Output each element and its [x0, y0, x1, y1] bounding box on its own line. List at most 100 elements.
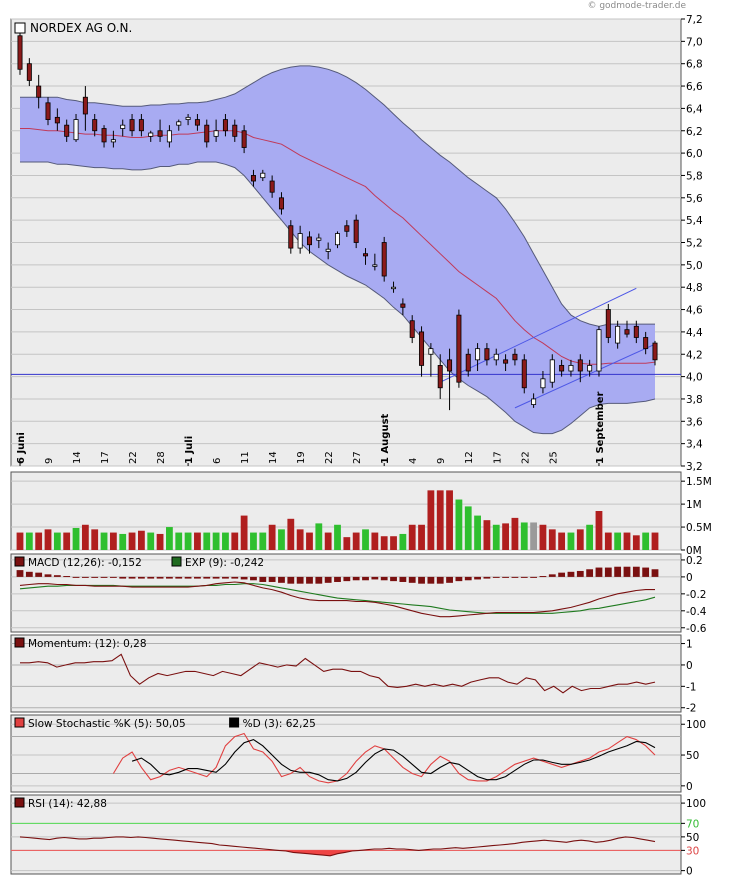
macd-histogram-bar	[222, 576, 229, 579]
macd-histogram-bar	[483, 576, 491, 579]
macd-histogram-bar	[240, 576, 248, 580]
candle	[157, 119, 163, 142]
candle-body	[120, 124, 126, 129]
candle-body	[45, 102, 51, 120]
candle	[437, 354, 443, 399]
candle	[409, 315, 415, 344]
candle-body	[185, 116, 191, 120]
volume-bar	[296, 529, 304, 550]
volume-bar	[128, 532, 136, 550]
macd-histogram-bar	[651, 569, 659, 577]
candle-body	[484, 348, 490, 361]
price-tick-label: 7,2	[686, 14, 703, 26]
volume-bar	[362, 529, 369, 550]
macd-histogram-bar	[576, 570, 584, 577]
momentum-tick-label: 1	[686, 639, 693, 651]
candle-body	[437, 365, 443, 389]
candle	[652, 340, 658, 366]
x-axis-label: 4	[408, 458, 419, 464]
x-axis-label: 22	[128, 451, 139, 464]
price-tick-label: 5,0	[686, 260, 703, 272]
volume-tick-label: 0M	[686, 545, 702, 557]
candle-body	[176, 121, 182, 126]
candle	[334, 231, 340, 249]
price-tick-label: 4,8	[686, 282, 703, 294]
macd-histogram-bar	[268, 576, 276, 582]
candle-body	[475, 348, 481, 361]
candle-body	[241, 130, 247, 148]
rsi-tick-label: 50	[686, 832, 699, 844]
macd-histogram-bar	[53, 575, 61, 577]
candle-body	[419, 331, 425, 366]
candle	[148, 130, 154, 142]
candle	[381, 236, 387, 282]
price-tick-label: 3,4	[686, 439, 703, 451]
candle	[540, 371, 546, 394]
candle-body	[288, 225, 294, 249]
candle	[92, 113, 98, 137]
macd-histogram-bar	[315, 576, 323, 584]
rsi-tick-label: 0	[686, 866, 693, 878]
candle-body	[194, 119, 200, 126]
volume-bar	[81, 524, 89, 550]
volume-bar	[315, 523, 323, 550]
candle	[549, 354, 555, 388]
macd-histogram-bar	[446, 576, 453, 583]
x-axis-label: 9	[44, 458, 55, 464]
candle-body	[110, 139, 116, 143]
macd-histogram-bar	[371, 576, 379, 580]
macd-histogram-bar	[362, 576, 369, 581]
macd-histogram-bar	[119, 576, 127, 579]
price-tick-label: 4,4	[686, 327, 703, 339]
candle	[166, 125, 172, 148]
price-tick-label: 5,6	[686, 193, 703, 205]
macd-histogram-bar	[352, 576, 360, 581]
volume-bar	[25, 532, 33, 550]
candle	[36, 74, 42, 109]
volume-bar	[352, 532, 360, 550]
volume-bar	[203, 532, 211, 550]
candle-body	[391, 286, 397, 290]
macd-histogram-bar	[455, 576, 463, 582]
volume-bar	[567, 532, 575, 550]
x-axis-label: 1 August	[380, 413, 391, 464]
candle	[73, 113, 79, 142]
candle	[82, 86, 88, 131]
macd-tick-label: -0.2	[686, 589, 707, 601]
volume-tick-label: 0.5M	[686, 522, 712, 534]
volume-bar	[632, 535, 640, 550]
rsi-line	[19, 836, 656, 857]
volume-bar	[464, 506, 472, 550]
candle	[568, 359, 574, 377]
macd-histogram-bar	[203, 576, 211, 579]
volume-bar	[530, 522, 538, 550]
volume-bar	[595, 511, 603, 550]
candle-body	[138, 119, 144, 132]
candle	[391, 281, 397, 293]
candle	[204, 119, 210, 148]
candle	[559, 359, 565, 377]
candle-body	[624, 329, 630, 335]
macd-histogram-bar	[44, 574, 52, 577]
price-tick-label: 3,2	[686, 461, 703, 473]
candle	[419, 326, 425, 377]
volume-bar	[100, 532, 108, 550]
candle-body	[316, 237, 322, 241]
candle	[45, 97, 51, 126]
macd-histogram-bar	[380, 576, 388, 581]
volume-bar	[558, 532, 566, 550]
candle-body	[36, 85, 42, 98]
macd-histogram-bar	[567, 571, 575, 577]
candle-body	[278, 197, 284, 210]
candle-body	[54, 116, 60, 124]
macd-histogram-bar	[16, 570, 24, 577]
candle	[316, 233, 322, 249]
rsi-legend-swatch	[14, 797, 25, 808]
candle	[624, 320, 630, 338]
candle-body	[64, 124, 70, 137]
macd-histogram-bar	[156, 576, 164, 579]
x-axis-label: 11	[240, 451, 251, 464]
volume-bar	[548, 529, 556, 550]
candle-body	[334, 233, 340, 246]
candle	[456, 309, 462, 388]
